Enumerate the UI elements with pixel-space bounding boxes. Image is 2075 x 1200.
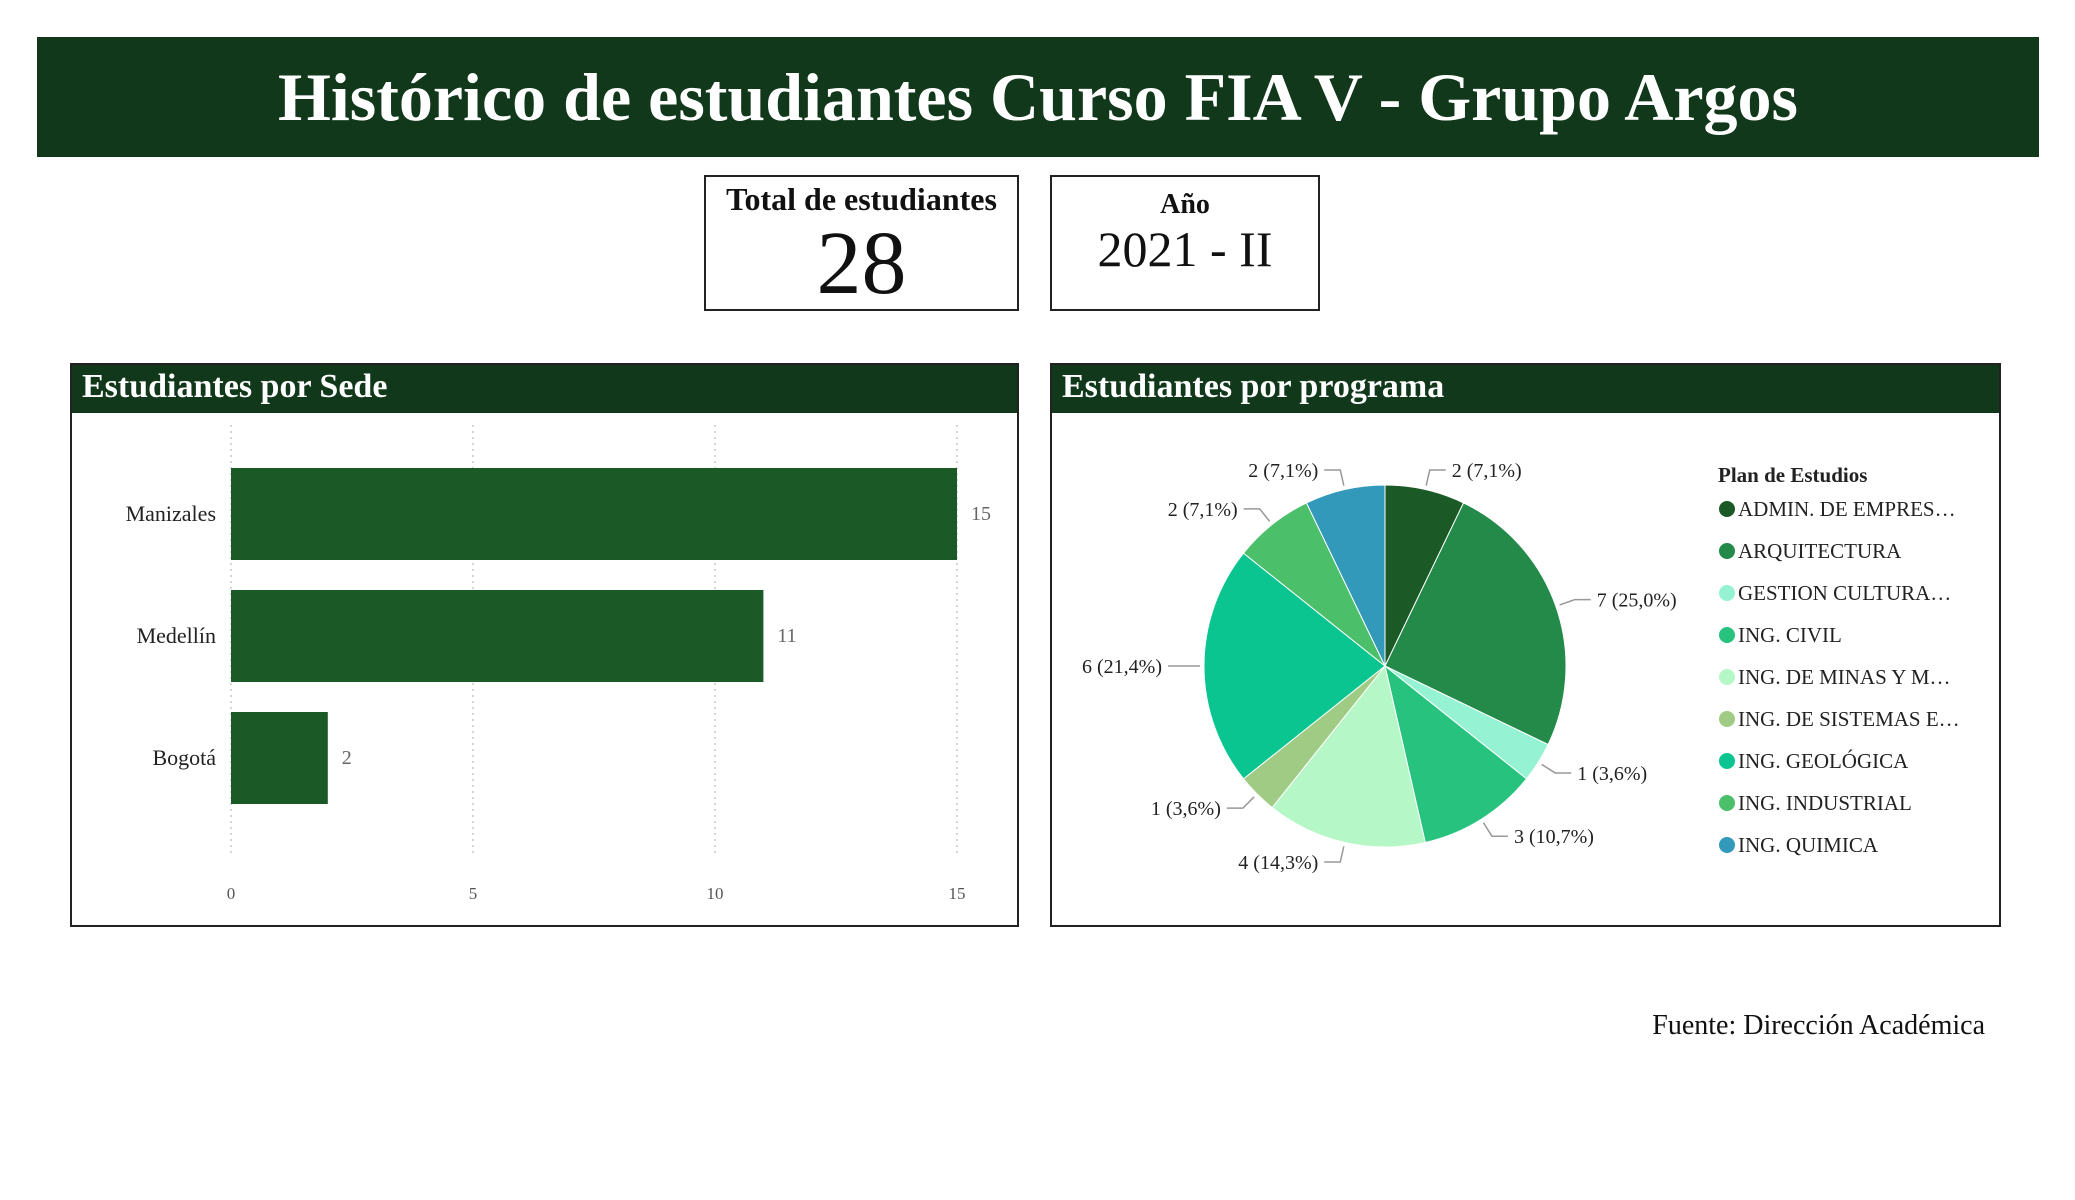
pie-data-label-8: 2 (7,1%)	[1248, 460, 1318, 482]
pie-leader-line-4	[1324, 846, 1345, 863]
pie-leader-line-1	[1559, 598, 1591, 606]
legend-marker-3	[1719, 627, 1735, 643]
pie-data-label-5: 1 (3,6%)	[1151, 798, 1221, 820]
legend-marker-7	[1719, 795, 1735, 811]
legend-marker-1	[1719, 543, 1735, 559]
legend-marker-5	[1719, 711, 1735, 727]
total-students-value: 28	[816, 214, 907, 313]
pie-slice-4	[1271, 664, 1426, 848]
legend-marker-6	[1719, 753, 1735, 769]
legend-item-1: ARQUITECTURA	[1738, 539, 1902, 563]
year-card: Año 2021 - II	[1050, 175, 1320, 311]
legend-item-2: GESTION CULTURA…	[1738, 581, 1951, 605]
pie-leader-line-8	[1324, 469, 1345, 486]
pie-data-label-4: 4 (14,3%)	[1238, 852, 1318, 874]
data-source-note: Fuente: Dirección Académica	[1652, 1010, 1985, 1041]
bar-value-label: 15	[971, 503, 991, 525]
dashboard-title: Histórico de estudiantes Curso FIA V - G…	[277, 58, 1798, 135]
students-by-campus-panel: Estudiantes por Sede 0 5 10 15 Manizales 15 Me…	[70, 363, 1019, 927]
legend-item-4: ING. DE MINAS Y M…	[1738, 665, 1951, 689]
pie-data-label-2: 1 (3,6%)	[1577, 763, 1647, 785]
legend-marker-2	[1719, 585, 1735, 601]
pie-leader-line-5	[1226, 796, 1255, 809]
pie-data-label-3: 3 (10,7%)	[1514, 826, 1594, 848]
y-category-label: Medellín	[137, 623, 216, 648]
year-value: 2021 - II	[1097, 221, 1273, 277]
y-category-label: Manizales	[126, 501, 216, 526]
pie-leader-line-2	[1541, 763, 1572, 774]
legend-item-6: ING. GEOLÓGICA	[1738, 749, 1909, 773]
x-tick-label-0: 0	[227, 884, 236, 903]
legend-item-3: ING. CIVIL	[1738, 623, 1842, 647]
x-tick-label-1: 5	[469, 884, 478, 903]
year-label: Año	[1160, 189, 1210, 220]
bar-bogotá	[231, 712, 328, 804]
bar-manizales	[231, 468, 957, 560]
pie-leader-line-7	[1243, 508, 1271, 522]
legend-marker-0	[1719, 501, 1735, 517]
legend-item-5: ING. DE SISTEMAS E…	[1738, 707, 1960, 731]
pie-leader-line-3	[1482, 822, 1508, 837]
bar-value-label: 2	[342, 747, 352, 769]
pie-slice-8	[1305, 484, 1386, 667]
bar-medellín	[231, 590, 764, 682]
legend-item-7: ING. INDUSTRIAL	[1738, 791, 1912, 815]
legend-title: Plan de Estudios	[1718, 463, 1867, 487]
students-by-program-panel: Estudiantes por programa 2 (7,1%) 7 (25,0…	[1050, 363, 2001, 927]
x-tick-label-3: 15	[949, 884, 966, 903]
legend-item-0: ADMIN. DE EMPRES…	[1738, 497, 1956, 521]
pie-data-label-7: 2 (7,1%)	[1168, 499, 1238, 521]
pie-data-label-0: 2 (7,1%)	[1452, 460, 1522, 482]
total-students-label: Total de estudiantes	[726, 181, 997, 217]
pie-data-label-6: 6 (21,4%)	[1082, 656, 1162, 678]
students-by-campus-chart: 0 5 10 15 Manizales 15 Medellín 11 Bogotá 2	[126, 425, 991, 903]
legend-item-8: ING. QUIMICA	[1738, 833, 1879, 857]
students-by-campus-title: Estudiantes por Sede	[72, 365, 1017, 413]
pie-data-label-1: 7 (25,0%)	[1597, 590, 1677, 612]
students-by-program-chart: 2 (7,1%) 7 (25,0%) 1 (3,6%) 3 (10,7%) 4 (14,…	[1082, 460, 1960, 874]
pie-slice-6	[1203, 552, 1386, 780]
total-students-card: Total de estudiantes 28	[704, 175, 1019, 311]
legend-marker-8	[1719, 837, 1735, 853]
pie-leader-line-0	[1425, 469, 1446, 486]
legend-marker-4	[1719, 669, 1735, 685]
bar-value-label: 11	[777, 625, 796, 647]
students-by-program-title: Estudiantes por programa	[1052, 365, 1999, 413]
pie-slice-3	[1384, 664, 1528, 844]
pie-slice-1	[1384, 502, 1567, 746]
x-tick-label-2: 10	[707, 884, 724, 903]
y-category-label: Bogotá	[152, 745, 216, 770]
dashboard-header: Histórico de estudiantes Curso FIA V - G…	[37, 37, 2039, 157]
